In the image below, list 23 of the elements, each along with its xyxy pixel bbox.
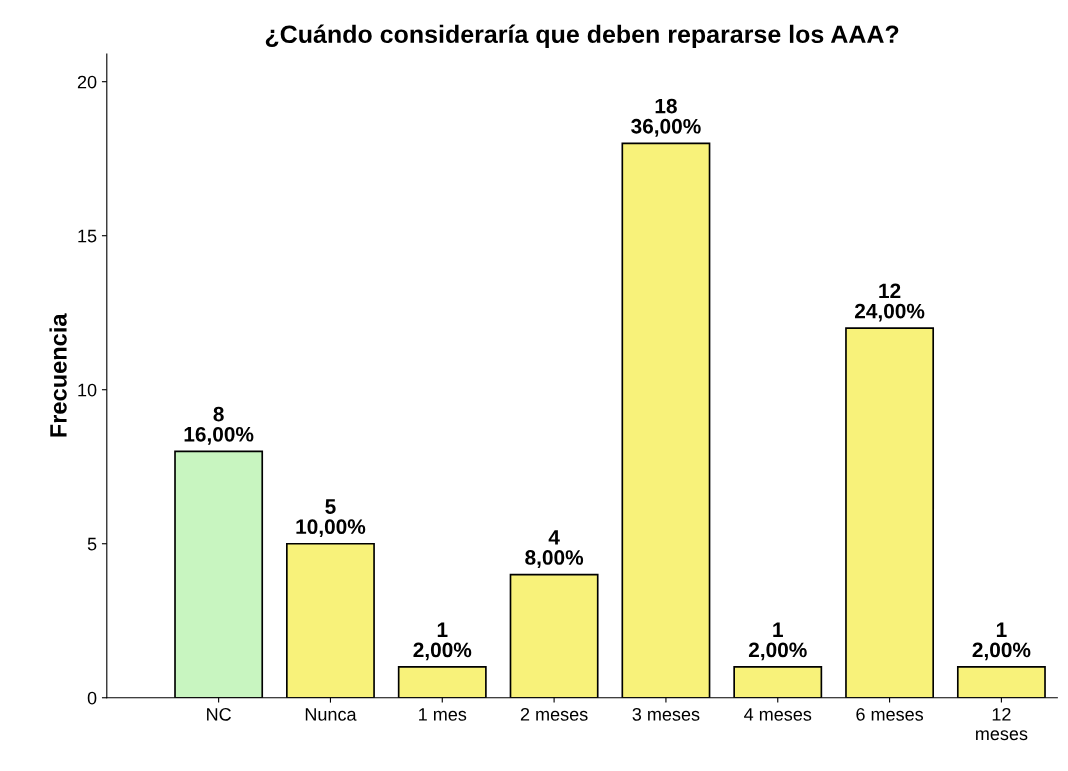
y-tick-label: 15 [78, 229, 97, 243]
data-label: 4 8,00% [525, 530, 584, 568]
data-label: 8 16,00% [184, 406, 254, 445]
x-tick-label: 1 mes [419, 708, 467, 721]
x-tick-label: 4 meses [744, 708, 812, 721]
data-label: 1 2,00% [972, 622, 1031, 661]
y-tick-label: 20 [77, 75, 97, 89]
y-tick-label: 10 [78, 383, 97, 397]
data-label: 18 36,00% [631, 98, 701, 137]
data-label: 12 24,00% [854, 283, 925, 322]
x-tick-label: 3 meses [632, 707, 700, 721]
x-tick-label: 12 meses [976, 707, 1028, 741]
y-tick-label: 0 [87, 691, 97, 705]
x-tick-label: NC [207, 707, 231, 721]
chart-title: ¿Cuándo consideraría que deben repararse los AAA? [265, 24, 899, 49]
data-label: 5 10,00% [296, 499, 366, 538]
x-tick-label: 2 meses [520, 707, 588, 721]
x-tick-label: Nunca [305, 708, 357, 721]
data-label: 1 2,00% [748, 622, 807, 661]
data-label: 1 2,00% [413, 622, 472, 661]
y-axis-title: Frecuencia [49, 313, 67, 437]
y-tick-label: 5 [87, 537, 97, 551]
x-tick-label: 6 meses [856, 707, 924, 721]
